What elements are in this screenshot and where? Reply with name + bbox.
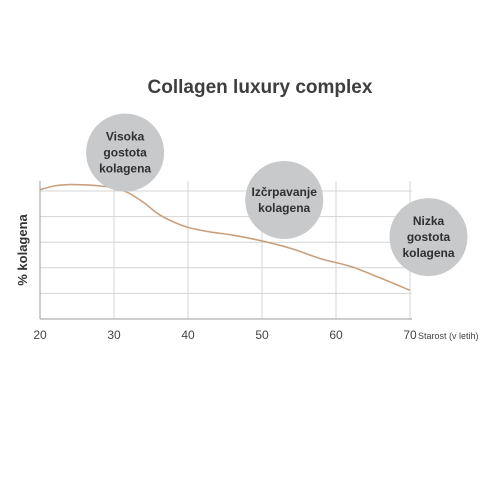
- x-tick-label: 70: [403, 328, 417, 342]
- x-tick-label: 30: [107, 328, 121, 342]
- annotation-1: Izčrpavanje kolagena: [245, 160, 324, 239]
- annotation-text: kolagena: [99, 162, 151, 176]
- annotation-bubbles: Visoka gostota kolagena Izčrpavanje kolagena…: [86, 113, 468, 277]
- annotation-bubble: [245, 160, 324, 239]
- series-line-layer: [39, 183, 411, 292]
- annotation-bubble: [86, 113, 165, 192]
- annotation-text: Nizka: [413, 214, 445, 228]
- annotation-text: kolagena: [402, 246, 454, 260]
- series-line-0: [39, 183, 411, 292]
- annotation-bubble: [389, 198, 468, 277]
- annotation-0: Visoka gostota kolagena: [86, 113, 165, 192]
- x-tick-label: 60: [329, 328, 343, 342]
- annotation-2: Nizka gostota kolagena: [389, 198, 468, 277]
- y-axis-label: % kolagena: [15, 213, 30, 285]
- x-axis-label: Starost (v letih): [418, 331, 479, 341]
- x-tick-labels: 20 30 40 50 60 70: [33, 328, 417, 342]
- annotation-text: kolagena: [258, 201, 310, 215]
- annotation-text: Visoka: [106, 130, 145, 144]
- x-tick-label: 20: [33, 328, 47, 342]
- annotation-text: gostota: [103, 146, 147, 160]
- grid: [40, 181, 412, 319]
- x-tick-label: 50: [255, 328, 269, 342]
- annotation-text: gostota: [407, 230, 451, 244]
- chart-title: Collagen luxury complex: [148, 77, 373, 98]
- annotation-text: Izčrpavanje: [252, 185, 318, 199]
- axes: [39, 181, 412, 320]
- x-tick-label: 40: [181, 328, 195, 342]
